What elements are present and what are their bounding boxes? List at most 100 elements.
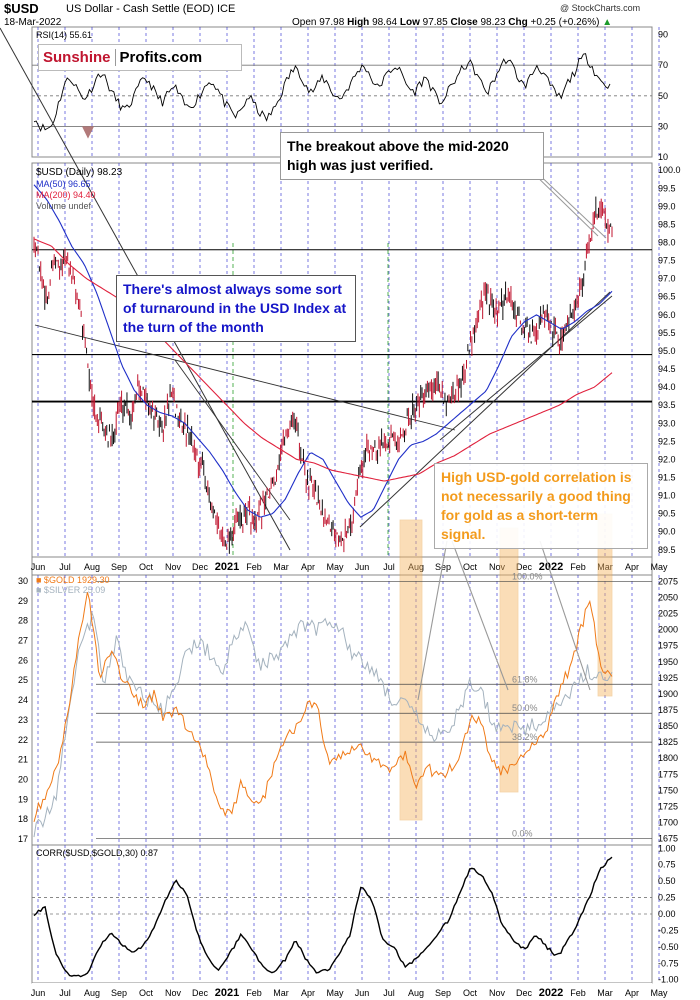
x-tick-label-bottom: Apr — [625, 988, 639, 998]
corr-line — [33, 856, 613, 978]
usd-trendline-down — [34, 324, 456, 431]
x-tick-label-top: Nov — [489, 562, 506, 572]
gold-legend: ■ $GOLD 1929.30 — [36, 575, 109, 585]
logo-part1: Sunshine — [39, 49, 115, 66]
x-tick-label-bottom: Jul — [383, 988, 395, 998]
corr-y-tick: -0.25 — [658, 925, 679, 935]
x-tick-label-bottom: Feb — [570, 988, 586, 998]
x-tick-label-top: Jul — [383, 562, 395, 572]
x-tick-label-top: Dec — [516, 562, 533, 572]
usd-y-tick: 92.5 — [658, 436, 676, 446]
x-tick-label-bottom: Jun — [31, 988, 46, 998]
close-label: Close — [450, 17, 478, 28]
open-value: 97.98 — [319, 17, 345, 28]
panel-frame-gold — [31, 574, 653, 846]
gold-y-tick: 1800 — [658, 753, 678, 763]
x-tick-label-bottom: Dec — [192, 988, 209, 998]
gold-y-tick: 1925 — [658, 673, 678, 683]
xaxis-strip-top — [31, 556, 653, 576]
usd-y-tick: 91.5 — [658, 472, 676, 482]
usd-legend-ma200: MA(200) 94.40 — [36, 190, 96, 200]
rsi-y-tick: 50 — [658, 91, 668, 101]
silver-y-tick: 25 — [18, 675, 28, 685]
silver-legend: ■ $SILVER 25.09 — [36, 585, 105, 595]
corr-y-tick: 0.25 — [658, 893, 676, 903]
x-tick-label-bottom: Feb — [246, 988, 262, 998]
x-tick-label-top: Jun — [31, 562, 46, 572]
usd-y-tick: 92.0 — [658, 454, 676, 464]
chg-label: Chg — [508, 17, 528, 28]
x-tick-label-bottom: Mar — [273, 988, 289, 998]
silver-y-tick: 21 — [18, 755, 28, 765]
gold-y-tick: 2000 — [658, 625, 678, 635]
usd-y-tick: 99.5 — [658, 183, 676, 193]
usd-title: $USD (Daily) 98.23 — [36, 167, 123, 178]
x-tick-label-bottom: Oct — [463, 988, 478, 998]
silver-y-tick: 19 — [18, 794, 28, 804]
corr-label: CORR($USD,$GOLD,30) 0.87 — [36, 848, 158, 858]
xaxis-strip-bottom — [32, 983, 652, 1000]
x-tick-label-top: Dec — [192, 562, 209, 572]
usd-y-tick: 96.5 — [658, 292, 676, 302]
x-tick-label-bottom: Sep — [435, 988, 451, 998]
gold-y-tick: 1850 — [658, 721, 678, 731]
x-tick-label-top: 2022 — [539, 561, 563, 573]
x-tick-label-top: Apr — [625, 562, 639, 572]
rsi-y-tick: 30 — [658, 121, 668, 131]
corr-y-tick: 0.00 — [658, 909, 676, 919]
x-tick-label-bottom: Aug — [84, 988, 100, 998]
x-tick-label-bottom: Oct — [139, 988, 154, 998]
x-tick-label-top: Aug — [408, 562, 424, 572]
annotation-correlation: High USD-gold correlation is not necessa… — [434, 463, 648, 549]
fib-level-label: 61.8% — [512, 674, 538, 684]
usd-y-tick: 91.0 — [658, 491, 676, 501]
close-value: 98.23 — [480, 17, 506, 28]
x-tick-label-bottom: Apr — [301, 988, 315, 998]
corr-y-tick: -1.00 — [658, 975, 679, 985]
usd-y-tick: 98.5 — [658, 219, 676, 229]
x-tick-label-top: Jul — [59, 562, 71, 572]
silver-y-tick: 30 — [18, 576, 28, 586]
usd-y-tick: 89.5 — [658, 545, 676, 555]
high-value: 98.64 — [372, 17, 398, 28]
usd-y-tick: 94.0 — [658, 382, 676, 392]
rsi-y-tick: 70 — [658, 60, 668, 70]
rsi-y-tick: 90 — [658, 30, 668, 40]
usd-y-tick: 95.5 — [658, 328, 676, 338]
fib-level-label: 0.0% — [512, 829, 533, 839]
corr-y-tick: -0.50 — [658, 942, 679, 952]
logo-part2: Profits.com — [114, 49, 207, 66]
usd-trendline-up — [359, 291, 611, 528]
silver-y-tick: 20 — [18, 774, 28, 784]
gold-y-tick: 1975 — [658, 641, 678, 651]
annotation-turnaround: There's almost always some sort of turna… — [116, 275, 356, 342]
sunshine-profits-logo: Sunshine Profits.com — [38, 44, 242, 71]
x-tick-label-bottom: Jun — [355, 988, 370, 998]
usd-y-tick: 97.0 — [658, 274, 676, 284]
gold-y-tick: 1950 — [658, 657, 678, 667]
x-tick-label-bottom: Mar — [597, 988, 613, 998]
x-tick-label-top: Sep — [435, 562, 451, 572]
silver-y-tick: 28 — [18, 616, 28, 626]
gold-y-tick: 1750 — [658, 785, 678, 795]
usd-y-tick: 90.0 — [658, 527, 676, 537]
highlight-band — [399, 519, 423, 821]
x-tick-label-bottom: 2021 — [215, 987, 239, 999]
gold-y-tick: 1700 — [658, 818, 678, 828]
x-tick-label-bottom: May — [650, 988, 668, 998]
rsi-oversold-fill — [82, 126, 94, 139]
x-tick-label-top: Apr — [301, 562, 315, 572]
x-tick-label-bottom: Sep — [111, 988, 127, 998]
highlight-band — [499, 527, 519, 793]
silver-y-tick: 24 — [18, 695, 28, 705]
low-value: 97.85 — [422, 17, 448, 28]
usd-y-tick: 98.0 — [658, 238, 676, 248]
x-tick-label-top: Jun — [355, 562, 370, 572]
usd-trendline-up-2 — [439, 295, 613, 441]
usd-y-tick: 96.0 — [658, 310, 676, 320]
rsi-label: RSI(14) 55.61 — [36, 30, 92, 40]
annotation-correlation-pointers — [417, 540, 591, 701]
gold-y-tick: 1775 — [658, 769, 678, 779]
x-tick-label-top: May — [326, 562, 344, 572]
